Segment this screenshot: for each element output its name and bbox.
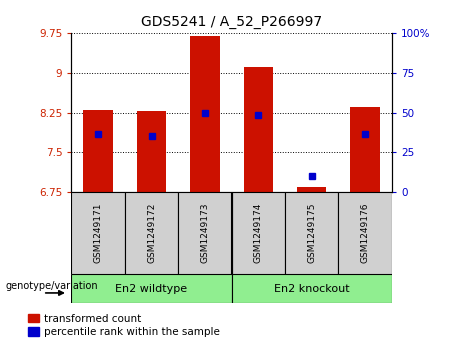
Bar [231,192,285,274]
Bar [190,36,219,192]
Text: GSM1249173: GSM1249173 [201,203,209,264]
Bar [297,187,326,192]
Bar [285,192,338,274]
Bar [231,274,392,303]
Text: En2 knockout: En2 knockout [274,284,349,294]
Bar [137,111,166,192]
Bar [83,110,113,192]
Text: GSM1249174: GSM1249174 [254,203,263,264]
Bar [338,192,392,274]
Text: En2 wildtype: En2 wildtype [116,284,188,294]
Bar [71,192,125,274]
Title: GDS5241 / A_52_P266997: GDS5241 / A_52_P266997 [141,15,322,29]
Bar [71,274,231,303]
Bar [244,67,273,192]
Bar [178,192,231,274]
Legend: transformed count, percentile rank within the sample: transformed count, percentile rank withi… [28,314,220,337]
Text: genotype/variation: genotype/variation [6,281,98,291]
Text: GSM1249171: GSM1249171 [94,203,103,264]
Text: GSM1249176: GSM1249176 [361,203,370,264]
Text: GSM1249172: GSM1249172 [147,203,156,264]
Bar [125,192,178,274]
Text: GSM1249175: GSM1249175 [307,203,316,264]
Bar [350,107,380,192]
